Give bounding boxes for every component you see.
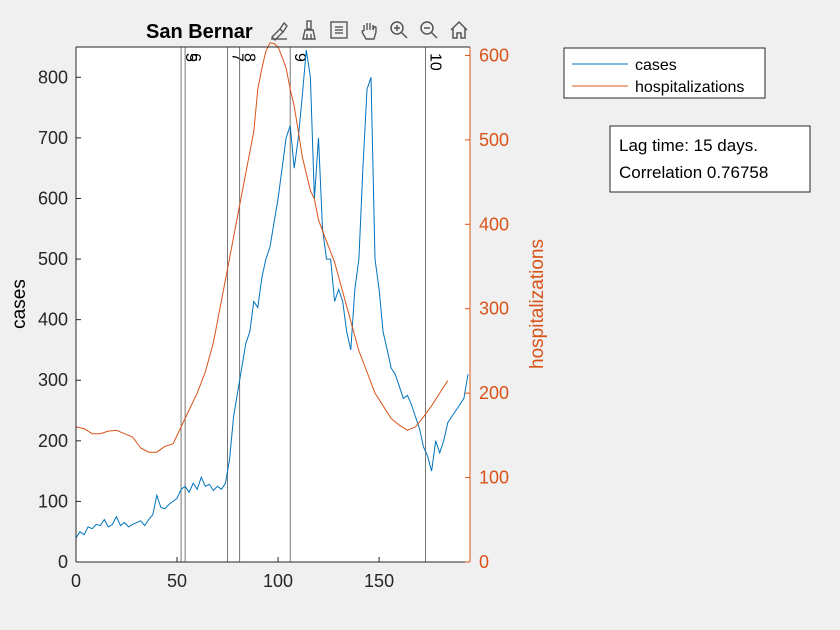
x-tick-label: 0	[71, 571, 81, 591]
y-axis-left-label: cases	[9, 279, 30, 329]
y-left-tick-label: 500	[38, 249, 68, 269]
vertical-marker-label-5: 5	[182, 53, 199, 62]
brush-icon[interactable]	[296, 17, 322, 43]
axis-ticks: 0 50 100 150 0 100 200 300 400 500 600 700 800 0 100 20…	[38, 45, 509, 591]
y-left-tick-label: 600	[38, 188, 68, 208]
chart-title: San Bernar	[146, 21, 253, 43]
vertical-marker-label-6: 6	[186, 53, 203, 62]
zoom-out-icon[interactable]	[416, 17, 442, 43]
y-left-tick-label: 100	[38, 491, 68, 511]
y-right-tick-label: 100	[479, 468, 509, 488]
pan-hand-icon[interactable]	[356, 17, 382, 43]
legend[interactable]: cases hospitalizations	[563, 47, 766, 99]
zoom-in-icon[interactable]	[386, 17, 412, 43]
vertical-marker-label-10: 10	[427, 53, 444, 71]
legend-label-hospitalizations: hospitalizations	[635, 79, 744, 96]
series-layer	[75, 42, 469, 539]
y-right-tick-label: 300	[479, 299, 509, 319]
legend-label-cases: cases	[635, 57, 677, 74]
vertical-marker-label-8: 8	[241, 53, 258, 62]
x-tick-label: 150	[364, 571, 394, 591]
x-tick-label: 100	[263, 571, 293, 591]
annotation-lag-time: Lag time: 15 days.	[619, 136, 758, 155]
y-right-tick-label: 500	[479, 130, 509, 150]
series-line-cases[interactable]	[75, 49, 469, 539]
y-left-tick-label: 400	[38, 310, 68, 330]
annotation-box: Lag time: 15 days. Correlation 0.76758	[609, 125, 811, 193]
home-icon[interactable]	[446, 17, 472, 43]
y-right-tick-label: 600	[479, 45, 509, 65]
y-right-tick-label: 400	[479, 214, 509, 234]
vertical-marker-label-7: 7	[229, 53, 246, 62]
y-axis-right-label: hospitalizations	[527, 239, 548, 369]
legend-toggle-icon[interactable]	[326, 17, 352, 43]
axes-background[interactable]	[76, 47, 470, 562]
vertical-marker-label-9: 9	[291, 53, 308, 62]
x-tick-label: 50	[167, 571, 187, 591]
y-right-tick-label: 200	[479, 383, 509, 403]
y-left-tick-label: 200	[38, 431, 68, 451]
axes-toolbar	[266, 16, 472, 44]
data-tip-icon[interactable]	[266, 17, 292, 43]
y-left-tick-label: 300	[38, 370, 68, 390]
y-left-tick-label: 0	[58, 552, 68, 572]
y-right-tick-label: 0	[479, 552, 489, 572]
y-left-tick-label: 700	[38, 128, 68, 148]
series-line-hospitalizations[interactable]	[75, 42, 449, 453]
annotation-correlation: Correlation 0.76758	[619, 163, 768, 182]
y-left-tick-label: 800	[38, 67, 68, 87]
vertical-marker-lines: 56 78 9 10	[180, 47, 444, 562]
